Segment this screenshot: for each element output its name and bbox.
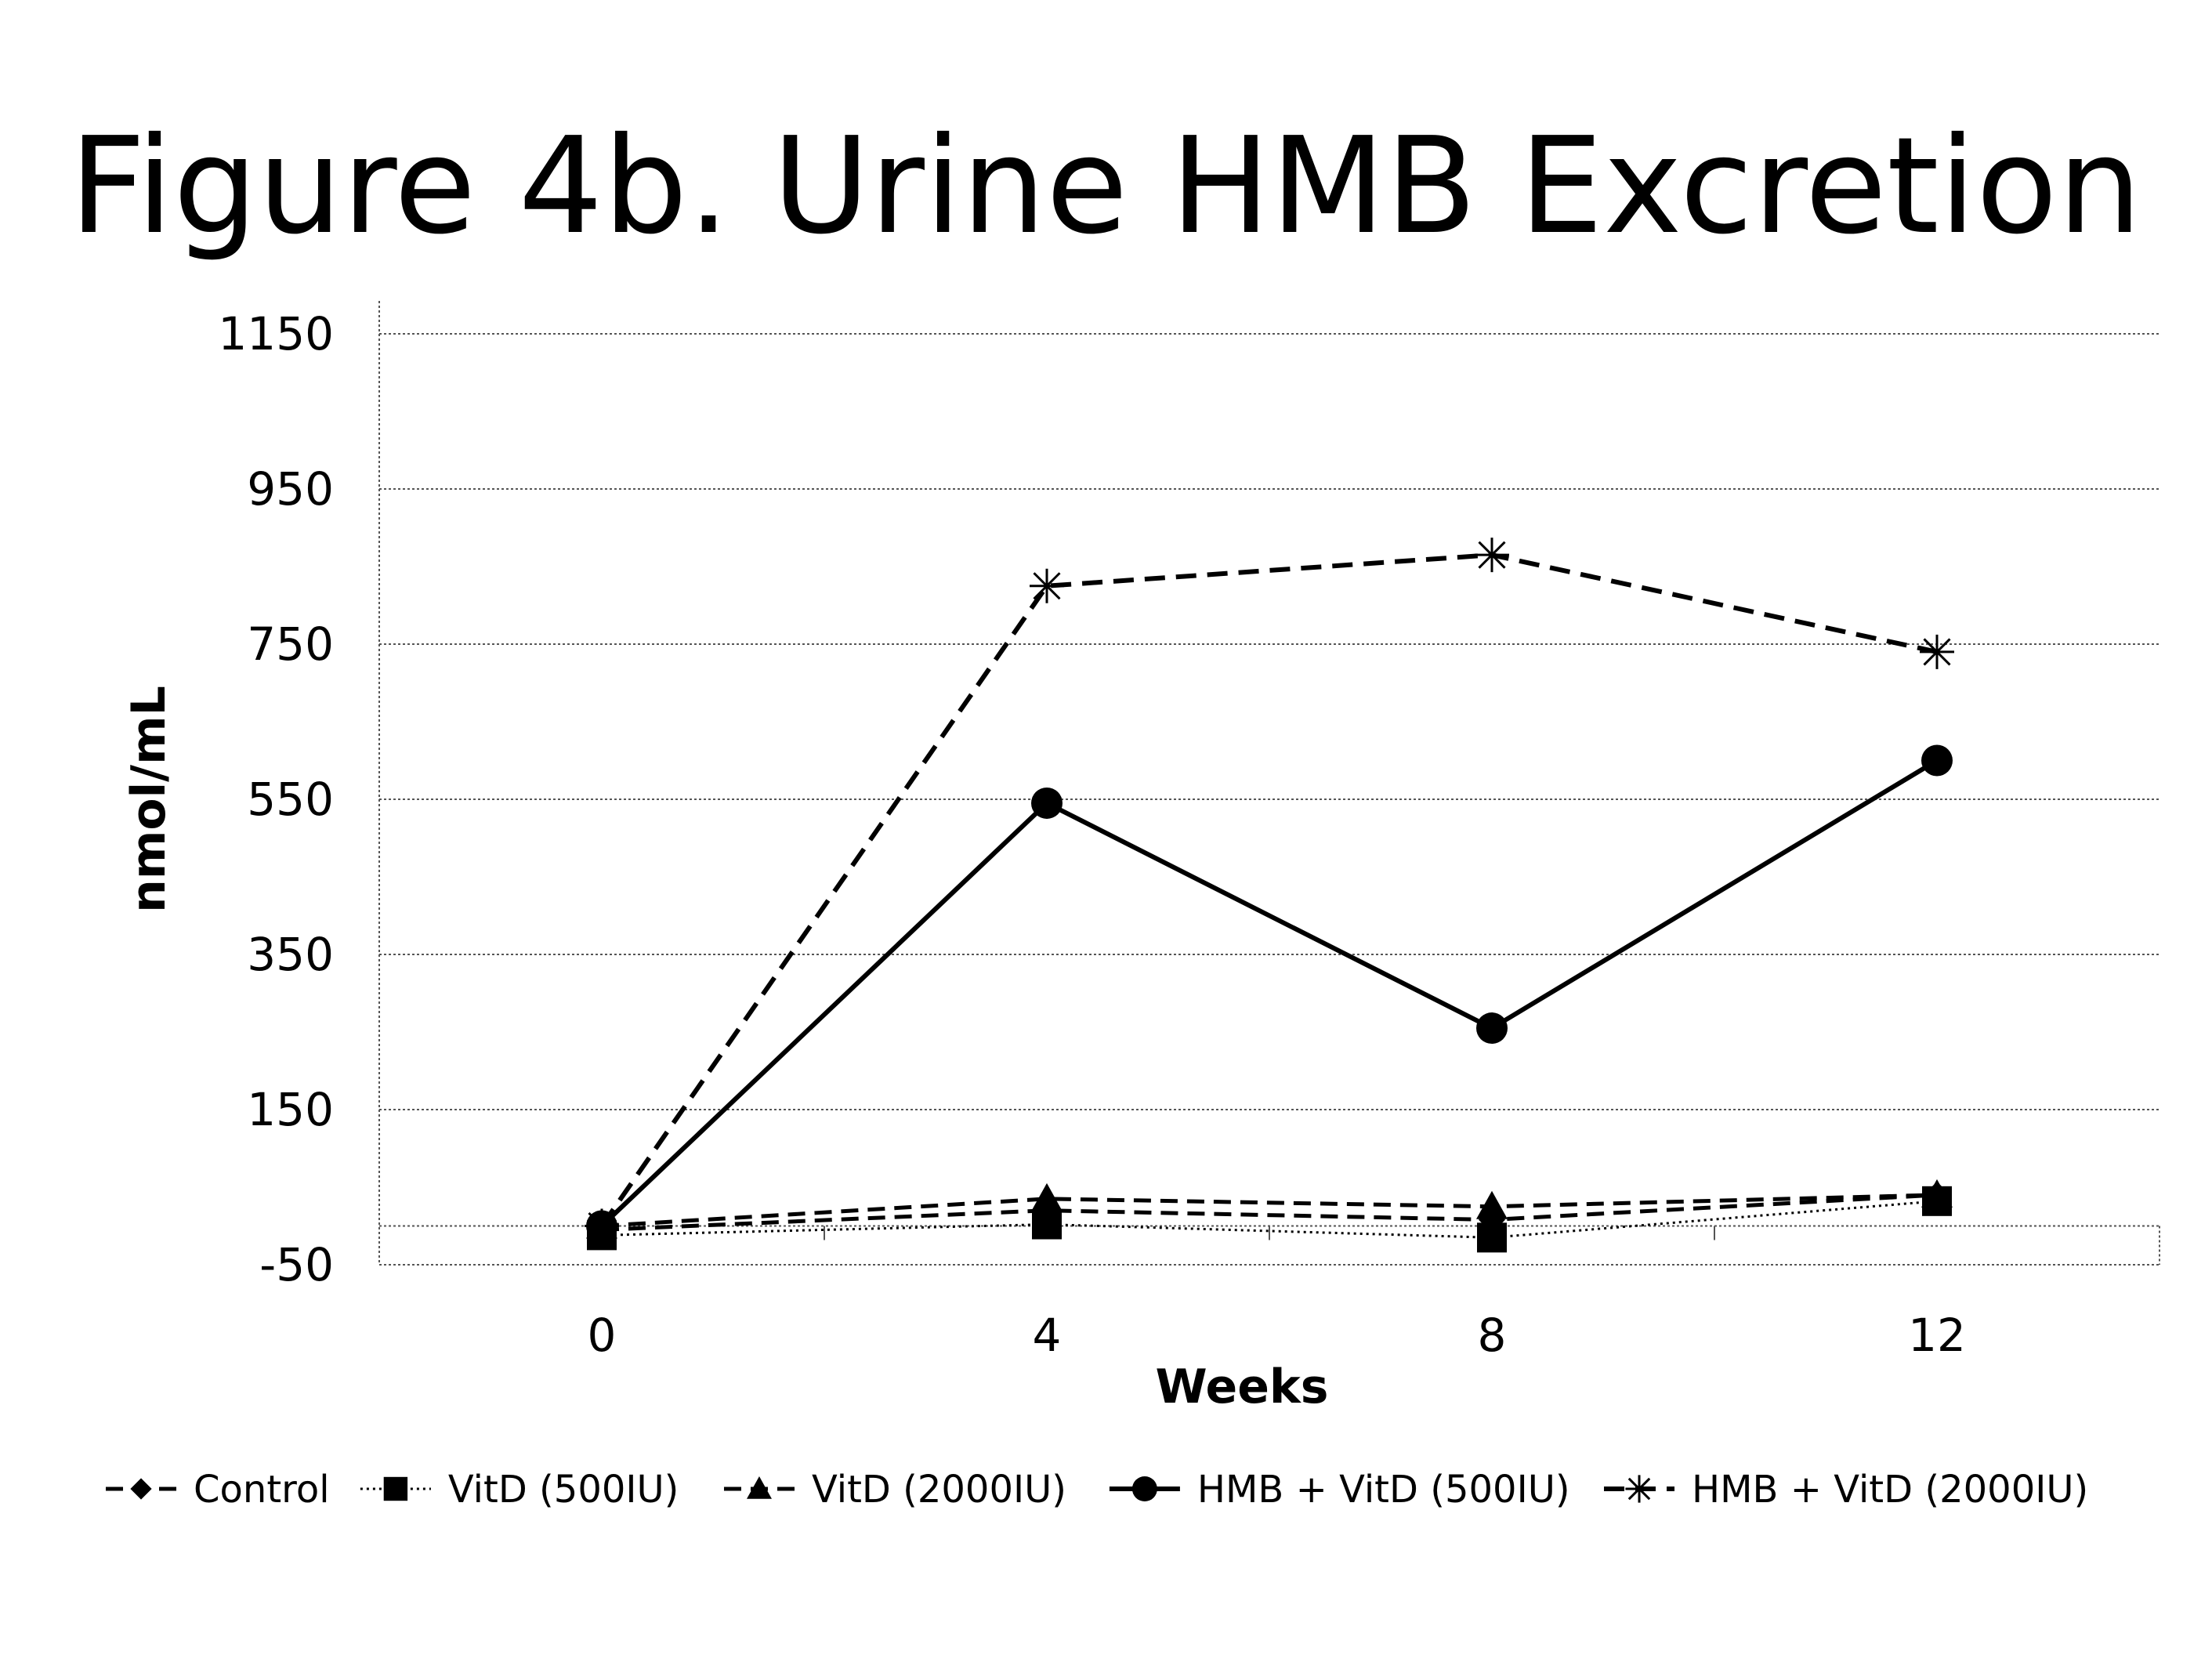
legend: Control VitD (500IU) VitD (2000IU) HMB + Vi… — [106, 1468, 2088, 1512]
legend-label: HMB + VitD (2000IU) — [1692, 1468, 2088, 1512]
chart-title: Figure 4b. Urine HMB Excretion — [69, 109, 2141, 264]
x-tick-label: 12 — [1908, 1309, 1966, 1362]
series-markers-4 — [585, 538, 1954, 1244]
series-markers-3 — [586, 744, 1953, 1242]
data-point — [1031, 1182, 1063, 1211]
series-4 — [599, 552, 1938, 1228]
x-tick-label: 4 — [1033, 1309, 1062, 1362]
legend-swatch-marker — [1131, 1476, 1157, 1501]
series-2 — [601, 1193, 1938, 1228]
series-line — [599, 552, 1938, 1228]
data-point — [1030, 568, 1064, 603]
asterisk-stroke — [1627, 1477, 1651, 1501]
x-tick-label: 0 — [588, 1309, 617, 1362]
data-point — [1921, 1179, 1953, 1208]
legend-swatch-marker — [1625, 1475, 1653, 1503]
series-line — [601, 1193, 1938, 1232]
series-markers-1 — [587, 1186, 1952, 1253]
x-axis-label: Weeks — [1155, 1360, 1328, 1414]
legend-item: Control — [106, 1468, 330, 1512]
x-tick-label: 8 — [1478, 1309, 1507, 1362]
y-tick-label: 150 — [247, 1083, 334, 1136]
series-0 — [601, 1193, 1938, 1232]
data-point — [1032, 1209, 1062, 1240]
data-point — [1477, 1222, 1507, 1253]
legend-item: HMB + VitD (500IU) — [1109, 1468, 1570, 1512]
legend-label: VitD (500IU) — [448, 1468, 679, 1512]
gridlines — [379, 333, 2160, 1266]
legend-swatch-marker — [383, 1476, 408, 1501]
legend-label: HMB + VitD (500IU) — [1197, 1468, 1570, 1512]
y-tick-label: 750 — [247, 617, 334, 671]
y-tick-label: 550 — [247, 773, 334, 826]
data-point — [1921, 744, 1953, 777]
legend-item: HMB + VitD (2000IU) — [1604, 1468, 2088, 1512]
axes: -50 150 350 550 750 950 1150 0 4 8 12 — [218, 301, 1966, 1362]
series-line — [599, 758, 1939, 1228]
asterisk-stroke — [588, 1211, 616, 1240]
data-point — [1031, 787, 1063, 819]
asterisk-stroke — [1478, 541, 1506, 569]
legend-item: VitD (2000IU) — [723, 1468, 1066, 1512]
y-tick-label: -50 — [259, 1238, 334, 1291]
series-lines — [585, 538, 1954, 1253]
data-point — [1476, 1190, 1508, 1219]
asterisk-stroke — [1923, 638, 1951, 666]
y-tick-label: 1150 — [218, 307, 334, 360]
y-tick-label: 350 — [247, 928, 334, 981]
data-point — [1475, 538, 1509, 573]
y-axis-label: nmol/mL — [121, 686, 176, 913]
legend-item: VitD (500IU) — [360, 1468, 679, 1512]
asterisk-stroke — [1033, 572, 1061, 600]
legend-swatch-marker — [746, 1476, 772, 1499]
legend-label: Control — [194, 1468, 330, 1512]
data-point — [585, 1208, 619, 1244]
legend-swatch-marker — [130, 1478, 152, 1500]
legend-label: VitD (2000IU) — [812, 1468, 1066, 1512]
series-line — [601, 1193, 1938, 1228]
data-point — [1920, 634, 1954, 669]
data-point — [1476, 1012, 1508, 1045]
y-tick-label: 950 — [247, 462, 334, 516]
series-3 — [599, 758, 1939, 1228]
